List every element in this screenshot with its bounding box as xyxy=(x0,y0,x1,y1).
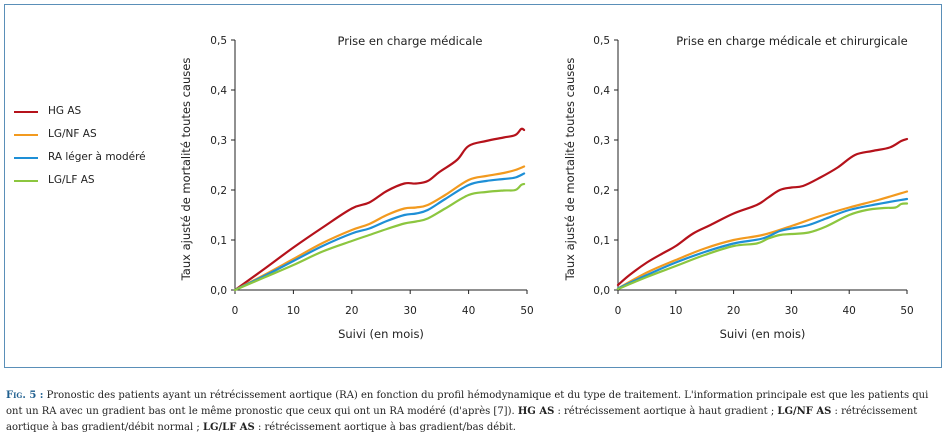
y-axis-title: Taux ajusté de mortalité toutes causes xyxy=(563,58,577,282)
panel-title: Prise en charge médicale et chirurgicale xyxy=(676,34,907,48)
y-tick-label: 0,2 xyxy=(210,185,227,197)
series-line-lg-nf-as xyxy=(616,190,909,290)
caption-lglf-def: : rétrécissement aortique à bas gradient… xyxy=(254,422,516,433)
caption-text: Pronostic des patients ayant un rétrécis… xyxy=(6,390,929,417)
legend-item-lg-nf-as: LG/NF AS xyxy=(8,127,168,150)
x-axis-title: Suivi (en mois) xyxy=(338,327,424,341)
y-axis-title: Taux ajusté de mortalité toutes causes xyxy=(179,58,193,282)
caption-lgnf-def: : rétrécissement aortique à bas gradient… xyxy=(6,406,918,433)
caption-hg-abbr: HG AS xyxy=(517,406,555,417)
y-tick-label: 0,0 xyxy=(210,285,227,297)
panel-title: Prise en charge médicale xyxy=(337,34,482,48)
charts-svg: 0 10 20 30 40 50 0,0 0,1 0,2 0,3 0,4 0,5 Suivi (en m… xyxy=(179,34,914,341)
figure-caption: Fig. 5 : Pronostic des patients ayant un… xyxy=(6,388,946,436)
legend-swatch-lg-nf-as xyxy=(14,134,38,136)
caption-lgnf-abbr: LG/NF AS xyxy=(777,406,832,417)
legend-item-lg-lf-as: LG/LF AS xyxy=(8,173,168,196)
y-tick-label: 0,2 xyxy=(593,185,610,197)
x-tick-label: 10 xyxy=(669,305,682,317)
series-line-hg-as xyxy=(616,137,909,287)
legend-label-lg-nf-as: LG/NF AS xyxy=(48,128,97,140)
legend: HG AS LG/NF AS RA léger à modéré LG/LF A… xyxy=(8,104,168,196)
y-tick-label: 0,1 xyxy=(210,235,227,247)
legend-label-ra-leger: RA léger à modéré xyxy=(48,151,146,163)
legend-item-ra-leger: RA léger à modéré xyxy=(8,150,168,173)
panel-medical: 0 10 20 30 40 50 0,0 0,1 0,2 0,3 0,4 0,5 Suivi (en m… xyxy=(179,34,534,341)
caption-hg-def: : rétrécissement aortique à haut gradien… xyxy=(554,406,778,417)
x-axis-title: Suivi (en mois) xyxy=(720,327,806,341)
x-tick-label: 50 xyxy=(520,305,533,317)
x-tick-label: 30 xyxy=(404,305,417,317)
legend-label-lg-lf-as: LG/LF AS xyxy=(48,174,95,186)
legend-item-hg-as: HG AS xyxy=(8,104,168,127)
x-tick-label: 20 xyxy=(727,305,740,317)
y-tick-label: 0,4 xyxy=(593,85,610,97)
legend-swatch-ra-leger xyxy=(14,157,38,159)
caption-lglf-abbr: LG/LF AS xyxy=(202,422,255,433)
x-tick-label: 20 xyxy=(345,305,358,317)
legend-swatch-lg-lf-as xyxy=(14,180,38,182)
caption-fig-label: Fig. 5 : xyxy=(6,390,44,401)
y-tick-label: 0,0 xyxy=(593,285,610,297)
y-tick-label: 0,5 xyxy=(593,35,610,47)
series-line-ra-leger-a-modere xyxy=(233,172,526,292)
series-line-lg-lf-as xyxy=(616,202,909,291)
x-tick-label: 10 xyxy=(287,305,300,317)
series-line-lg-lf-as xyxy=(233,182,526,292)
series-line-ra-leger-a-modere xyxy=(616,197,909,290)
y-tick-label: 0,3 xyxy=(593,135,610,147)
x-tick-label: 0 xyxy=(615,305,622,317)
y-tick-label: 0,3 xyxy=(210,135,227,147)
legend-swatch-hg-as xyxy=(14,111,38,113)
series-line-lg-nf-as xyxy=(233,165,526,292)
x-tick-label: 50 xyxy=(900,305,913,317)
panel-medical-surgical: 0 10 20 30 40 50 0,0 0,1 0,2 0,3 0,4 0,5 Suivi (en m… xyxy=(563,34,914,341)
y-tick-label: 0,1 xyxy=(593,235,610,247)
x-tick-label: 40 xyxy=(462,305,475,317)
x-tick-label: 0 xyxy=(232,305,239,317)
x-tick-label: 40 xyxy=(843,305,856,317)
y-tick-label: 0,4 xyxy=(210,85,227,97)
x-tick-label: 30 xyxy=(785,305,798,317)
legend-label-hg-as: HG AS xyxy=(48,105,82,117)
y-tick-label: 0,5 xyxy=(210,35,227,47)
series-line-hg-as xyxy=(233,127,526,292)
figure-frame xyxy=(4,4,942,368)
